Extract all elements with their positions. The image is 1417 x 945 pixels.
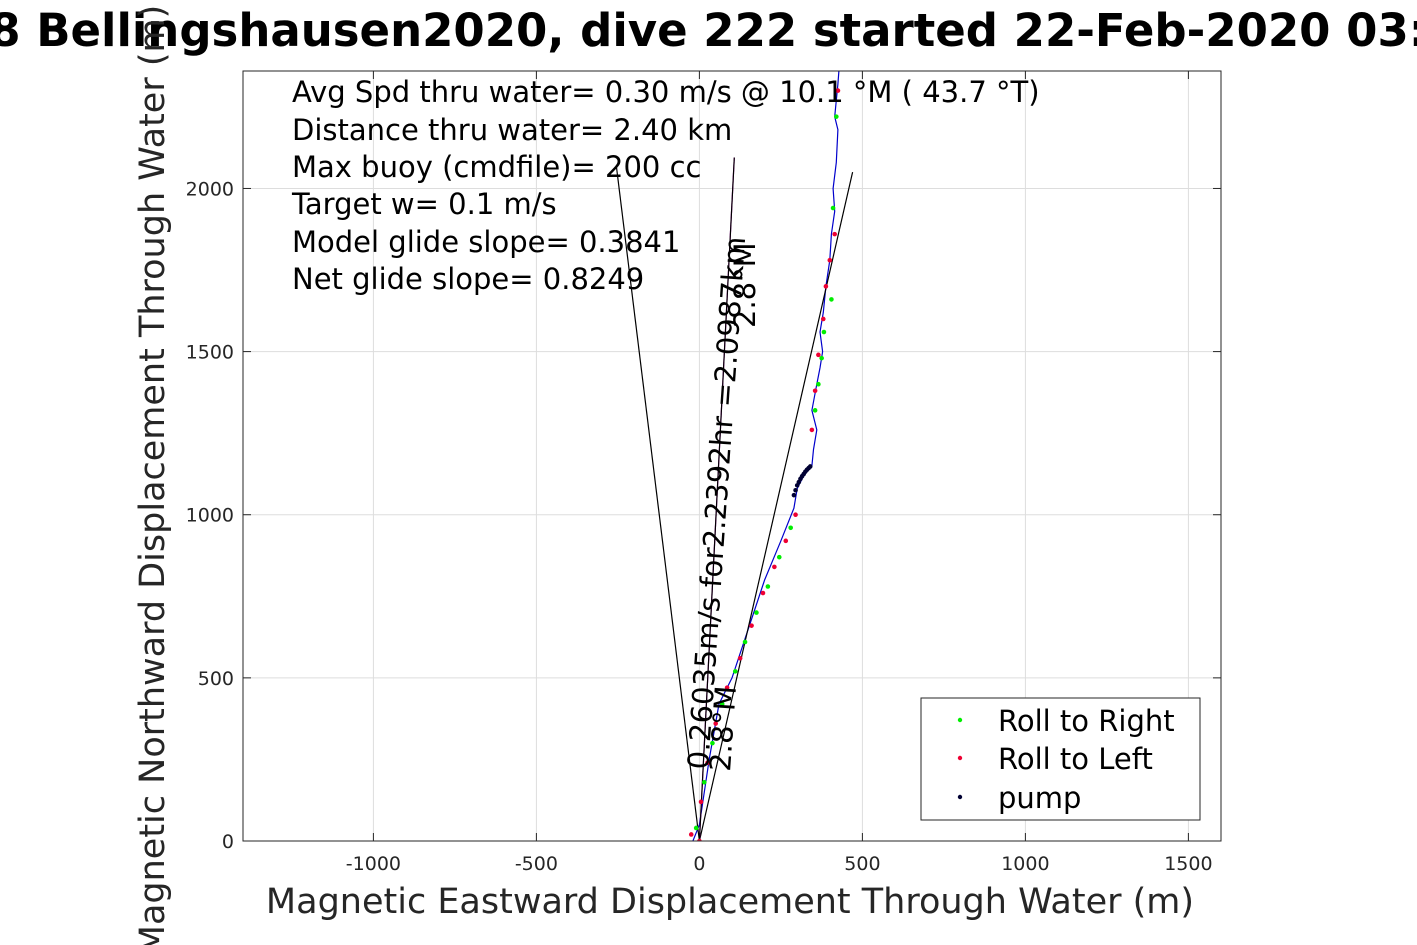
roll-to-left-point bbox=[698, 799, 704, 805]
plot-frame bbox=[242, 70, 1222, 842]
roll-to-left-point bbox=[697, 838, 702, 841]
pump-point bbox=[793, 487, 798, 493]
roll-to-right-point bbox=[754, 610, 759, 615]
roll-to-left-point bbox=[793, 512, 798, 518]
roll-to-right-point bbox=[719, 701, 725, 707]
roll-to-left-point bbox=[823, 284, 829, 289]
roll-to-left-point bbox=[772, 564, 777, 570]
y-tick-label: 1500 bbox=[186, 342, 234, 364]
chart-title: 8 Bellingshausen2020, dive 222 started 2… bbox=[0, 4, 1417, 57]
legend-marker-pump bbox=[957, 794, 963, 800]
grid-lines bbox=[243, 71, 1221, 842]
roll-to-right-point bbox=[819, 355, 824, 361]
pump-point bbox=[791, 492, 797, 498]
roll-to-left-point bbox=[809, 427, 815, 433]
roll-to-right-point bbox=[812, 408, 818, 413]
net-glide-line bbox=[698, 171, 854, 841]
legend-label-roll-left: Roll to Left bbox=[998, 742, 1153, 776]
roll-to-left-point bbox=[827, 257, 833, 263]
x-tick-label: 1500 bbox=[1164, 853, 1212, 875]
x-tick-label: 1000 bbox=[1001, 853, 1049, 875]
annotation-line: Target w= 0.1 m/s bbox=[291, 187, 557, 221]
roll-to-right-point bbox=[732, 669, 738, 674]
roll-to-left-point bbox=[705, 760, 710, 765]
roll-to-right-point bbox=[830, 205, 836, 211]
annotation-line: Avg Spd thru water= 0.30 m/s @ 10.1 °M (… bbox=[292, 75, 1040, 109]
roll-to-left-point bbox=[724, 685, 730, 690]
roll-to-left-point bbox=[832, 231, 837, 237]
legend-label-pump: pump bbox=[998, 781, 1081, 815]
glide-heading-label-lower: 2.8°M bbox=[703, 685, 743, 773]
x-tick-label: 500 bbox=[844, 853, 880, 875]
roll-to-right-point bbox=[765, 584, 771, 589]
x-axis-label: Magnetic Eastward Displacement Through W… bbox=[266, 882, 1194, 922]
annotation-line: Distance thru water= 2.40 km bbox=[292, 113, 732, 147]
roll-to-right-point bbox=[776, 554, 782, 560]
annotation-line: Max buoy (cmdfile)= 200 cc bbox=[292, 150, 701, 184]
y-tick-label: 1000 bbox=[186, 505, 234, 527]
roll-to-left-point bbox=[760, 590, 766, 596]
legend: Roll to Right Roll to Left pump bbox=[920, 697, 1201, 821]
roll-to-left-point bbox=[816, 352, 821, 358]
y-tick-label: 2000 bbox=[186, 178, 234, 200]
roll-to-right-point bbox=[834, 114, 839, 119]
data-points bbox=[688, 88, 841, 841]
glide-heading-label-upper: 2.8°M bbox=[728, 242, 762, 328]
x-tick-label: 0 bbox=[693, 853, 705, 875]
roll-to-right-point bbox=[816, 381, 821, 387]
roll-to-left-point bbox=[688, 832, 694, 837]
roll-to-left-point bbox=[749, 623, 754, 628]
y-axis-label: Magnetic Northward Displacement Through … bbox=[133, 5, 173, 945]
pump-point bbox=[807, 464, 813, 469]
roll-to-left-point bbox=[783, 538, 789, 544]
legend-box bbox=[920, 697, 1201, 821]
legend-marker-roll-left bbox=[957, 755, 963, 761]
roll-to-right-point bbox=[693, 825, 699, 831]
roll-to-right-point bbox=[821, 329, 827, 335]
x-tick-label: -500 bbox=[515, 853, 558, 875]
legend-label-roll-right: Roll to Right bbox=[998, 704, 1175, 738]
roll-to-right-point bbox=[788, 525, 793, 531]
glide-cone-right bbox=[698, 157, 735, 841]
annotation-block: Avg Spd thru water= 0.30 m/s @ 10.1 °M (… bbox=[291, 75, 1040, 296]
roll-to-left-point bbox=[820, 316, 826, 322]
glide-cone-left bbox=[615, 165, 700, 841]
annotation-line: Model glide slope= 0.3841 bbox=[292, 225, 680, 259]
legend-marker-roll-right bbox=[957, 717, 963, 723]
roll-to-right-point bbox=[742, 639, 748, 645]
axis-ticks: -1000 -500 0 500 1000 1500 0 500 1000 1500 2000 bbox=[186, 71, 1221, 875]
roll-to-left-point bbox=[713, 721, 718, 726]
roll-to-left-point bbox=[812, 388, 818, 394]
roll-to-left-point bbox=[737, 655, 743, 661]
roll-to-right-point bbox=[829, 297, 834, 302]
x-tick-label: -1000 bbox=[346, 853, 401, 875]
roll-to-right-point bbox=[701, 779, 707, 785]
roll-to-right-point bbox=[710, 740, 715, 746]
annotation-line: Net glide slope= 0.8249 bbox=[292, 262, 644, 296]
roll-to-left-point bbox=[835, 88, 841, 93]
y-tick-label: 500 bbox=[198, 668, 234, 690]
plot-lines bbox=[615, 71, 854, 841]
y-tick-label: 0 bbox=[222, 831, 234, 853]
